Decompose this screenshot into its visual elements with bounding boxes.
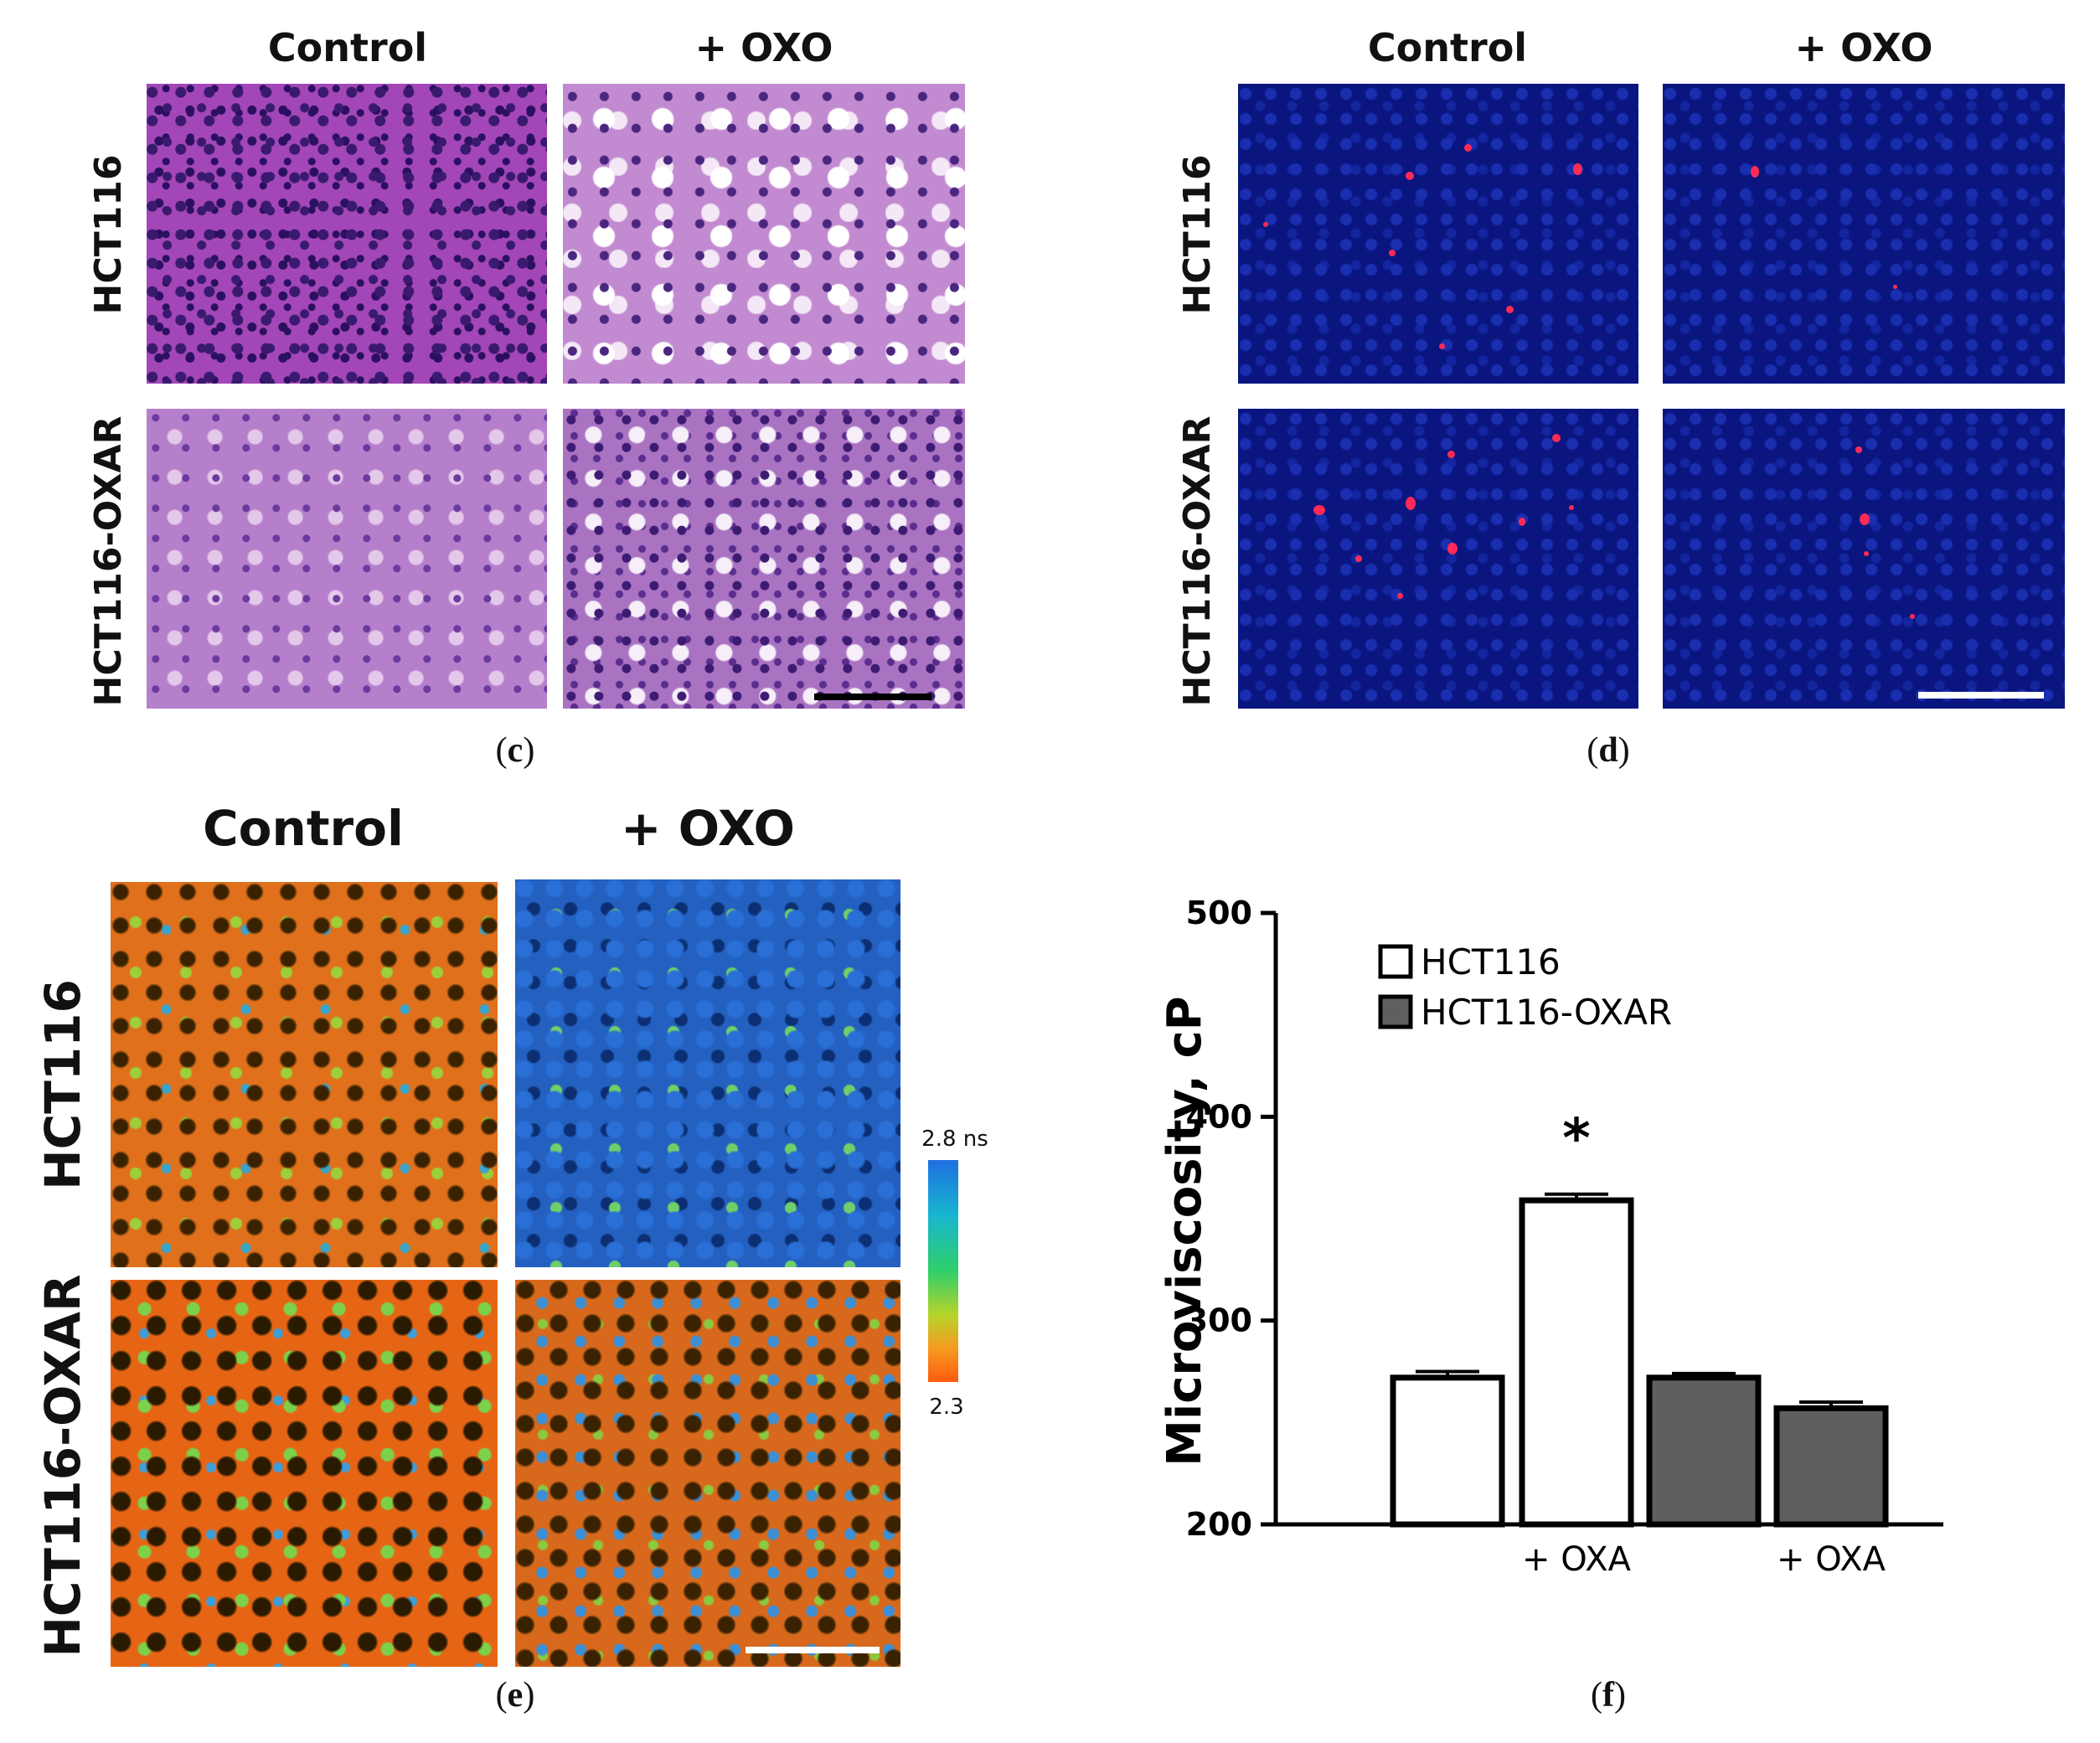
scale-bar: [1918, 692, 2044, 699]
bar: [1646, 1374, 1762, 1528]
bar: [1773, 1405, 1889, 1528]
panel-c-col-label-oxo: + OXO: [694, 25, 833, 70]
flim-image-hct116-oxo: [515, 879, 900, 1267]
legend-swatch: [1378, 994, 1413, 1029]
if-image-hct116-oxar-oxo: [1663, 409, 2065, 709]
flim-image-hct116-control: [111, 882, 498, 1267]
microviscosity-chart: 200 300 400 500 Microviscosity, cP * + OXA + OX…: [1158, 895, 1943, 1579]
panel-e-col-label-control: Control: [203, 800, 404, 857]
legend-label: HCT116-OXAR: [1421, 992, 1672, 1033]
panel-f-caption: (f): [1591, 1676, 1626, 1715]
bar: [1390, 1374, 1505, 1528]
flim-image-hct116-oxar-oxo: [515, 1280, 900, 1667]
significance-marker: *: [1562, 1108, 1590, 1170]
if-image-hct116-control: [1238, 84, 1638, 384]
panel-c-col-label-control: Control: [267, 25, 428, 70]
legend-swatch: [1378, 944, 1413, 979]
he-image-hct116-control: [147, 84, 547, 384]
x-tick-label: + OXA: [1522, 1540, 1632, 1579]
y-tick-label: 300: [1186, 1302, 1252, 1339]
panel-c-caption: (c): [495, 731, 535, 770]
colorbar: [928, 1160, 958, 1382]
flim-image-hct116-oxar-control: [111, 1280, 498, 1667]
panel-e-col-label-oxo: + OXO: [621, 800, 795, 857]
x-tick-label: + OXA: [1777, 1540, 1886, 1579]
panel-e-caption: (e): [495, 1676, 535, 1715]
panel-d-row-label-hct116-oxar: HCT116-OXAR: [1176, 415, 1219, 707]
he-image-hct116-oxar-control: [147, 409, 547, 709]
he-image-hct116-oxo: [563, 84, 965, 384]
he-image-hct116-oxar-oxo: [563, 409, 965, 709]
panel-d-col-label-oxo: + OXO: [1794, 25, 1933, 70]
panel-c-row-label-hct116-oxar: HCT116-OXAR: [87, 415, 130, 707]
y-tick-label: 500: [1186, 895, 1252, 931]
legend-label: HCT116: [1421, 941, 1561, 982]
y-axis-label: Microviscosity, cP: [1158, 996, 1212, 1466]
panel-d-row-label-hct116: HCT116: [1176, 154, 1219, 315]
bar: [1519, 1197, 1634, 1528]
panel-e-row-label-hct116-oxar: HCT116-OXAR: [34, 1274, 91, 1658]
scale-bar: [814, 694, 931, 700]
y-tick-label: 200: [1186, 1506, 1252, 1543]
colorbar-bottom-label: 2.3: [929, 1395, 964, 1420]
panel-d-caption: (d): [1587, 731, 1630, 770]
panel-c-row-label-hct116: HCT116: [87, 154, 130, 315]
if-image-hct116-oxar-control: [1238, 409, 1638, 709]
panel-e-row-label-hct116: HCT116: [34, 979, 91, 1190]
colorbar-top-label: 2.8 ns: [921, 1127, 988, 1152]
panel-d-col-label-control: Control: [1367, 25, 1528, 70]
y-tick-label: 400: [1186, 1098, 1252, 1135]
if-image-hct116-oxo: [1663, 84, 2065, 384]
scale-bar: [746, 1647, 880, 1653]
